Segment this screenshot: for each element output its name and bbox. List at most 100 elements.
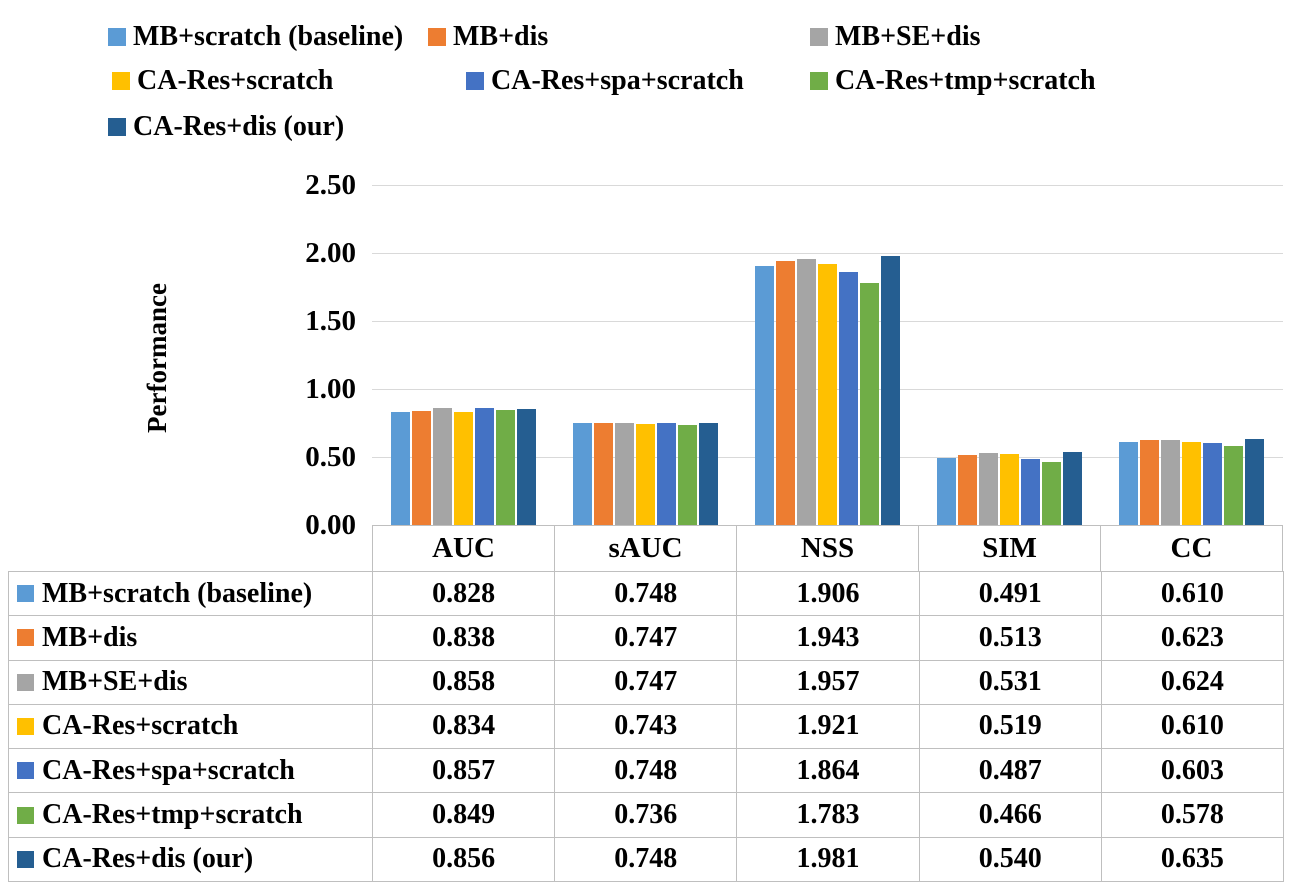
y-tick-label: 0.50 — [305, 441, 356, 473]
table-header-auc: AUC — [373, 526, 555, 571]
table-row-mb-se-dis: MB+SE+dis 0.858 0.747 1.957 0.531 0.624 — [9, 660, 1285, 705]
value-cell-ca-res-scratch-sim: 0.519 — [920, 704, 1102, 749]
bar-mb-dis-nss — [776, 260, 795, 525]
value-cell-ca-res-tmp-scratch-nss: 1.783 — [737, 793, 920, 837]
legend-swatch-icon — [112, 72, 130, 90]
plot-area — [372, 185, 1283, 525]
bar-mb-se-dis-auc — [432, 408, 452, 525]
legend-swatch-icon — [466, 72, 484, 90]
bar-ca-res-spa-scratch-auc — [474, 408, 494, 525]
row-label-cell: CA-Res+tmp+scratch — [9, 793, 373, 837]
series-key-icon — [17, 850, 34, 868]
legend-label: MB+scratch (baseline) — [133, 21, 404, 52]
legend-item-mb-scratch-baseline: MB+scratch (baseline) — [108, 20, 403, 54]
value-cell-mb-dis-sim: 0.513 — [920, 616, 1102, 660]
bar-ca-res-scratch-auc — [453, 411, 473, 525]
table-header-sauc: sAUC — [555, 526, 737, 571]
bar-ca-res-dis-our-sauc — [698, 423, 718, 525]
bar-ca-res-dis-our-auc — [516, 408, 536, 525]
row-label-cell: MB+dis — [9, 616, 373, 660]
legend-label: CA-Res+spa+scratch — [491, 65, 744, 96]
table-row-ca-res-spa-scratch: CA-Res+spa+scratch 0.857 0.748 1.864 0.487 0.… — [9, 749, 1285, 794]
series-key-icon — [17, 629, 34, 647]
value-cell-ca-res-spa-scratch-auc: 0.857 — [373, 749, 556, 793]
value-cell-mb-se-dis-sim: 0.531 — [920, 660, 1102, 704]
bar-mb-scratch-baseline-sim — [937, 458, 957, 525]
value-cell-ca-res-tmp-scratch-auc: 0.849 — [373, 793, 556, 837]
legend-item-ca-res-scratch: CA-Res+scratch — [112, 64, 333, 98]
table-header-cc: CC — [1170, 532, 1213, 564]
value-cell-mb-se-dis-sauc: 0.747 — [555, 660, 738, 704]
value-cell-ca-res-scratch-nss: 1.921 — [737, 704, 920, 749]
bar-ca-res-spa-scratch-cc — [1203, 443, 1223, 525]
y-tick-label: 0.00 — [305, 509, 356, 541]
series-name: CA-Res+spa+scratch — [42, 754, 295, 786]
row-label-cell: CA-Res+scratch — [9, 704, 373, 749]
legend-label: CA-Res+tmp+scratch — [835, 65, 1096, 96]
bar-mb-scratch-baseline-sauc — [572, 423, 592, 525]
bar-mb-scratch-baseline-cc — [1119, 442, 1139, 525]
bar-ca-res-scratch-cc — [1182, 442, 1202, 525]
bar-ca-res-scratch-sim — [1000, 454, 1020, 525]
bar-ca-res-scratch-nss — [818, 263, 837, 525]
series-name: CA-Res+dis (our) — [42, 843, 254, 875]
value-cell-mb-scratch-baseline-auc: 0.828 — [373, 572, 556, 616]
bar-ca-res-scratch-sauc — [635, 423, 655, 525]
bar-mb-scratch-baseline-nss — [755, 265, 774, 525]
value-cell-mb-se-dis-nss: 1.957 — [737, 660, 920, 704]
y-tick-label: 2.00 — [305, 237, 356, 269]
value-cell-mb-dis-auc: 0.838 — [373, 616, 556, 660]
bar-mb-dis-sim — [958, 455, 978, 525]
legend-item-ca-res-dis-our: CA-Res+dis (our) — [108, 110, 344, 144]
table-row-mb-scratch-baseline: MB+scratch (baseline) 0.828 0.748 1.906 0.49… — [9, 572, 1285, 617]
table-row-ca-res-scratch: CA-Res+scratch 0.834 0.743 1.921 0.519 0.610 — [9, 704, 1285, 750]
series-key-icon — [17, 717, 34, 735]
bar-ca-res-tmp-scratch-auc — [495, 409, 515, 525]
legend-swatch-icon — [108, 28, 126, 46]
value-cell-mb-se-dis-cc: 0.624 — [1102, 660, 1285, 704]
gridline — [372, 253, 1283, 254]
series-key-icon — [17, 806, 34, 824]
legend-label: MB+dis — [453, 21, 549, 52]
value-cell-mb-scratch-baseline-nss: 1.906 — [737, 572, 920, 616]
series-name: MB+SE+dis — [42, 666, 188, 698]
bar-ca-res-tmp-scratch-cc — [1224, 446, 1244, 525]
legend-swatch-icon — [108, 118, 126, 136]
value-cell-ca-res-scratch-sauc: 0.743 — [555, 704, 738, 749]
value-cell-mb-dis-nss: 1.943 — [737, 616, 920, 660]
value-cell-ca-res-spa-scratch-nss: 1.864 — [737, 749, 920, 793]
row-label-cell: MB+SE+dis — [9, 660, 373, 704]
y-tick-label: 1.00 — [305, 373, 356, 405]
value-cell-ca-res-dis-our-sauc: 0.748 — [555, 837, 738, 881]
row-label-cell: CA-Res+dis (our) — [9, 837, 373, 881]
row-label-cell: CA-Res+spa+scratch — [9, 749, 373, 793]
value-cell-ca-res-dis-our-auc: 0.856 — [373, 837, 556, 881]
y-axis-title: Performance — [142, 283, 172, 433]
value-cell-mb-dis-sauc: 0.747 — [555, 616, 738, 660]
legend-item-mb-se-dis: MB+SE+dis — [810, 20, 981, 54]
series-key-icon — [17, 762, 34, 780]
value-cell-mb-se-dis-auc: 0.858 — [373, 660, 556, 704]
bar-ca-res-spa-scratch-nss — [839, 271, 858, 525]
value-cell-mb-scratch-baseline-sim: 0.491 — [920, 572, 1102, 616]
value-cell-ca-res-tmp-scratch-cc: 0.578 — [1102, 793, 1285, 837]
value-cell-mb-dis-cc: 0.623 — [1102, 616, 1285, 660]
legend-item-ca-res-spa-scratch: CA-Res+spa+scratch — [466, 64, 744, 98]
legend-swatch-icon — [428, 28, 446, 46]
bar-ca-res-tmp-scratch-nss — [860, 282, 879, 525]
table-row-ca-res-tmp-scratch: CA-Res+tmp+scratch 0.849 0.736 1.783 0.466 0.… — [9, 793, 1285, 838]
value-cell-ca-res-tmp-scratch-sauc: 0.736 — [555, 793, 738, 837]
bar-mb-dis-cc — [1140, 440, 1160, 525]
value-cell-ca-res-spa-scratch-sauc: 0.748 — [555, 749, 738, 793]
table-header-sim: SIM — [919, 526, 1101, 571]
series-name: MB+scratch (baseline) — [42, 577, 313, 609]
value-cell-ca-res-scratch-cc: 0.610 — [1102, 704, 1285, 749]
bar-ca-res-spa-scratch-sauc — [656, 423, 676, 525]
value-cell-ca-res-tmp-scratch-sim: 0.466 — [920, 793, 1102, 837]
series-key-icon — [17, 673, 34, 691]
bar-ca-res-tmp-scratch-sauc — [677, 424, 697, 525]
series-key-icon — [17, 585, 34, 603]
legend-swatch-icon — [810, 72, 828, 90]
value-cell-ca-res-scratch-auc: 0.834 — [373, 704, 556, 749]
